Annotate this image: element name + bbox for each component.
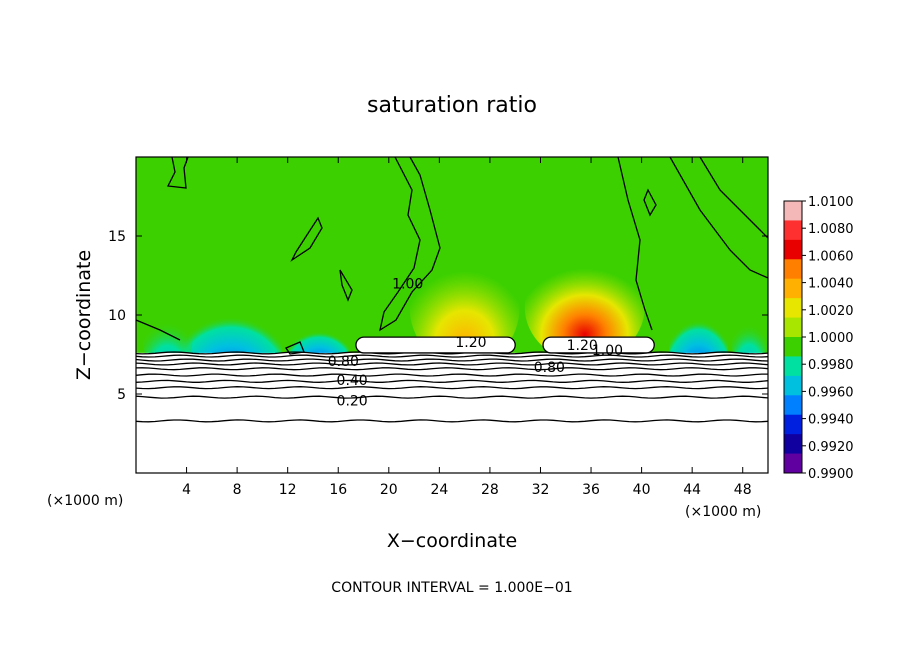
- contour-interval-note: CONTOUR INTERVAL = 1.000E−01: [331, 580, 572, 596]
- contour-level: [136, 386, 768, 390]
- contour-level: [136, 358, 768, 362]
- colorbar-swatch: [784, 259, 802, 280]
- x-unit-label-right: (×1000 m): [685, 504, 761, 520]
- contour-label: 1.00: [392, 276, 423, 292]
- saturation-field: 1.20 1.201.001.000.80 0.800.400.20: [136, 157, 768, 473]
- contour-wiggle: [285, 341, 305, 355]
- colorbar-label: 0.9980: [808, 358, 854, 373]
- colorbar-label: 1.0060: [808, 249, 854, 264]
- supersaturated-core-east: [524, 252, 645, 363]
- colorbar-label: 0.9900: [808, 467, 854, 482]
- colorbar: 1.0100 1.0080 1.0060 1.0040 1.0020 1.0000 0.99…: [783, 195, 854, 482]
- colorbar-label: 1.0080: [808, 222, 854, 237]
- contour-wiggle: [643, 188, 657, 217]
- contour-label: 0.20: [337, 393, 368, 409]
- x-unit-label-left: (×1000 m): [47, 493, 123, 509]
- y-axis-ticks: 5 10 15: [108, 229, 768, 403]
- contour-wiggle: [339, 269, 353, 302]
- y-tick-label: 15: [108, 229, 126, 245]
- colorbar-label: 0.9940: [808, 413, 854, 428]
- contour-label: 0.80: [328, 354, 359, 370]
- contour-label: 1.20: [567, 338, 598, 354]
- x-tick-label: 20: [380, 482, 398, 498]
- x-tick-label: 36: [582, 482, 600, 498]
- colorbar-swatch: [784, 395, 802, 416]
- x-tick-label: 12: [279, 482, 297, 498]
- x-tick-label: 4: [182, 482, 191, 498]
- colorbar-label: 0.9960: [808, 385, 854, 400]
- colorbar-swatch: [784, 278, 802, 299]
- contour-label: 0.40: [337, 373, 368, 389]
- y-tick-label: 5: [117, 387, 126, 403]
- contour-wiggle: [617, 157, 653, 331]
- contour-level: [136, 362, 768, 366]
- contour-level: [136, 367, 768, 371]
- contour-wiggle: [167, 157, 189, 189]
- colorbar-swatch: [784, 201, 802, 221]
- x-axis-ticks: 4 8 12 16 20 24 28 32 36 40 44 48: [182, 157, 752, 498]
- colorbar-swatch: [784, 298, 802, 319]
- colorbar-swatch: [784, 337, 802, 357]
- colorbar-swatch: [784, 239, 802, 260]
- field-unsaturated: [136, 352, 768, 473]
- x-tick-label: 24: [430, 482, 448, 498]
- contour-level: [136, 351, 768, 355]
- contour-label: 0.80: [534, 360, 565, 376]
- contour-level: [136, 395, 768, 399]
- colorbar-label: 1.0040: [808, 277, 854, 292]
- x-tick-label: 32: [532, 482, 550, 498]
- contour-lines: [136, 157, 768, 423]
- contour-level: [136, 379, 768, 383]
- contour-level: [136, 373, 768, 377]
- colorbar-label: 1.0020: [808, 304, 854, 319]
- contour-wiggle: [699, 157, 768, 239]
- colorbar-swatch: [784, 414, 802, 435]
- x-tick-label: 40: [633, 482, 651, 498]
- contour-wiggle: [290, 216, 323, 262]
- x-tick-label: 48: [734, 482, 752, 498]
- x-tick-label: 16: [329, 482, 347, 498]
- colorbar-label: 0.9920: [808, 440, 854, 455]
- contour-level: [136, 354, 768, 358]
- contour-level: [136, 419, 768, 423]
- contour-cloud-box-west: [355, 336, 516, 354]
- contour-cloud-box-east: [542, 336, 655, 354]
- colorbar-swatch: [784, 453, 802, 474]
- x-tick-label: 28: [481, 482, 499, 498]
- contour-wiggle: [669, 157, 768, 279]
- chart-title: saturation ratio: [367, 93, 537, 118]
- x-tick-label: 8: [233, 482, 242, 498]
- contour-wiggle: [379, 157, 441, 332]
- y-axis-label: Z−coordinate: [73, 250, 95, 380]
- colorbar-swatch: [784, 220, 802, 241]
- y-tick-label: 10: [108, 308, 126, 324]
- colorbar-label: 1.0100: [808, 195, 854, 210]
- x-axis-label: X−coordinate: [387, 530, 517, 552]
- contour-labels: 1.20 1.201.001.000.80 0.800.400.20: [328, 276, 623, 409]
- contour-label: 1.20: [455, 335, 486, 351]
- colorbar-label: 1.0000: [808, 331, 854, 346]
- x-tick-label: 44: [683, 482, 701, 498]
- colorbar-swatch: [784, 317, 802, 338]
- contour-wiggle: [136, 319, 181, 341]
- colorbar-swatch: [784, 434, 802, 455]
- colorbar-swatch: [784, 375, 802, 396]
- colorbar-swatch: [784, 356, 802, 377]
- contour-label: 1.00: [592, 343, 623, 359]
